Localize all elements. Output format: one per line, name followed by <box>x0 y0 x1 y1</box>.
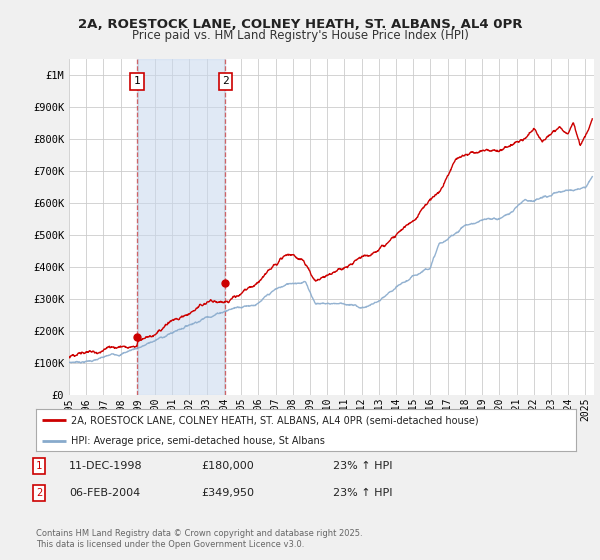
Text: 06-FEB-2004: 06-FEB-2004 <box>69 488 140 498</box>
Text: 11-DEC-1998: 11-DEC-1998 <box>69 461 143 471</box>
Text: 2: 2 <box>222 76 229 86</box>
Text: 1: 1 <box>36 461 42 471</box>
Text: HPI: Average price, semi-detached house, St Albans: HPI: Average price, semi-detached house,… <box>71 436 325 446</box>
Text: Contains HM Land Registry data © Crown copyright and database right 2025.
This d: Contains HM Land Registry data © Crown c… <box>36 529 362 549</box>
Text: 2A, ROESTOCK LANE, COLNEY HEATH, ST. ALBANS, AL4 0PR (semi-detached house): 2A, ROESTOCK LANE, COLNEY HEATH, ST. ALB… <box>71 415 479 425</box>
Text: £349,950: £349,950 <box>201 488 254 498</box>
Text: 23% ↑ HPI: 23% ↑ HPI <box>333 488 392 498</box>
Text: £180,000: £180,000 <box>201 461 254 471</box>
Text: Price paid vs. HM Land Registry's House Price Index (HPI): Price paid vs. HM Land Registry's House … <box>131 29 469 42</box>
Text: 23% ↑ HPI: 23% ↑ HPI <box>333 461 392 471</box>
Text: 1: 1 <box>134 76 140 86</box>
Bar <box>137 59 226 395</box>
Text: 2A, ROESTOCK LANE, COLNEY HEATH, ST. ALBANS, AL4 0PR: 2A, ROESTOCK LANE, COLNEY HEATH, ST. ALB… <box>78 18 522 31</box>
Text: 2: 2 <box>36 488 42 498</box>
